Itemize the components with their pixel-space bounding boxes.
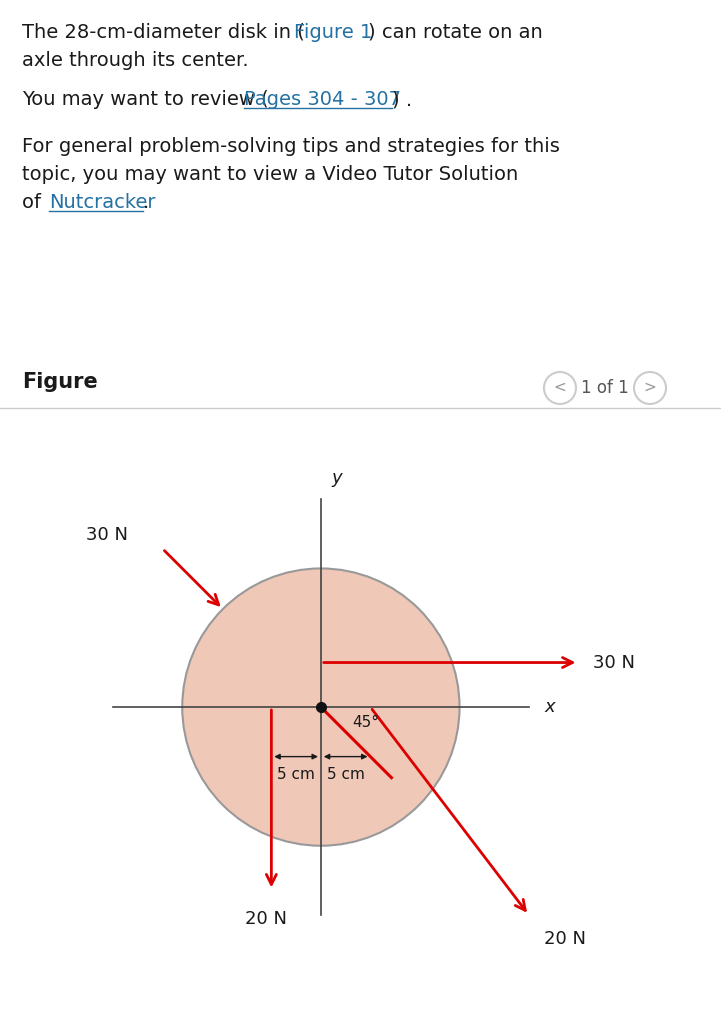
Text: ) .: ) . [392,90,412,109]
Text: axle through its center.: axle through its center. [22,51,249,70]
Text: 5 cm: 5 cm [277,767,315,781]
Text: $x$: $x$ [544,698,557,716]
Text: $y$: $y$ [331,471,344,489]
Text: 30 N: 30 N [86,525,128,544]
Text: Pages 304 - 307: Pages 304 - 307 [244,90,401,109]
Text: You may want to review (: You may want to review ( [22,90,269,109]
Text: 1 of 1: 1 of 1 [581,379,629,397]
Text: 30 N: 30 N [593,653,635,672]
Text: 5 cm: 5 cm [327,767,365,781]
Text: of: of [22,193,48,212]
Text: >: > [644,380,656,394]
Text: .: . [143,193,149,212]
Text: ) can rotate on an: ) can rotate on an [368,23,543,42]
Circle shape [182,568,459,846]
Text: 20 N: 20 N [544,930,585,948]
Text: Nutcracker: Nutcracker [49,193,156,212]
Text: Figure: Figure [22,372,98,392]
Text: 20 N: 20 N [245,910,288,928]
Text: <: < [554,380,567,394]
Text: topic, you may want to view a Video Tutor Solution: topic, you may want to view a Video Tuto… [22,165,518,184]
Text: 45°: 45° [353,715,379,730]
Text: The 28-cm-diameter disk in (: The 28-cm-diameter disk in ( [22,23,305,42]
Text: Figure 1: Figure 1 [294,23,372,42]
Text: For general problem-solving tips and strategies for this: For general problem-solving tips and str… [22,137,560,156]
